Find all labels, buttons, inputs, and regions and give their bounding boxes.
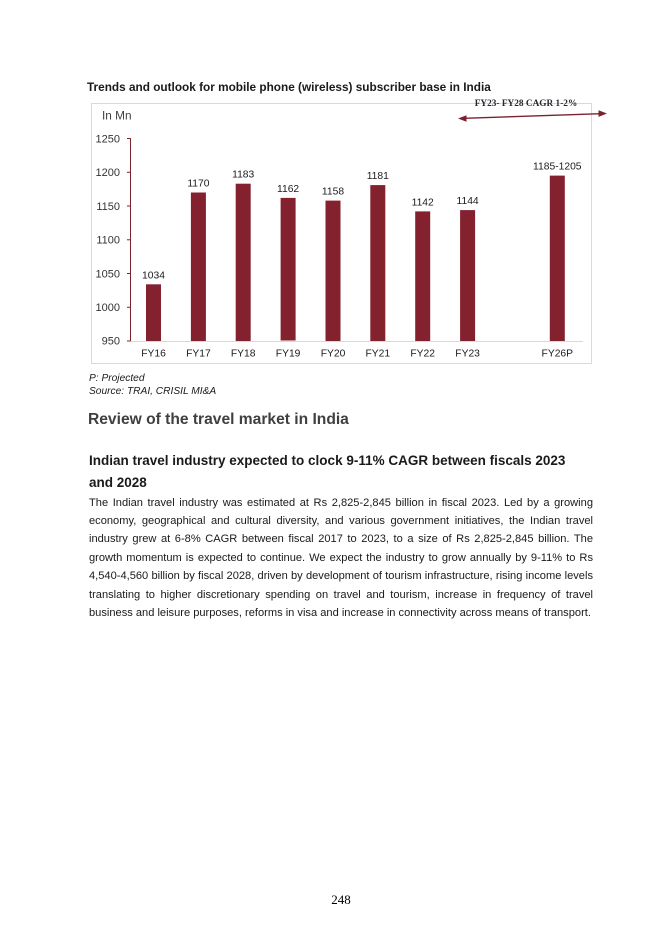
svg-text:1034: 1034 — [142, 270, 165, 281]
svg-text:FY26P: FY26P — [542, 349, 574, 360]
svg-text:FY21: FY21 — [365, 349, 390, 360]
svg-text:1142: 1142 — [412, 197, 434, 208]
svg-text:1185-1205: 1185-1205 — [533, 162, 582, 173]
svg-text:FY18: FY18 — [231, 349, 256, 360]
svg-text:1000: 1000 — [96, 302, 120, 314]
svg-text:1162: 1162 — [277, 184, 299, 195]
svg-text:FY22: FY22 — [410, 349, 435, 360]
svg-text:FY19: FY19 — [276, 349, 301, 360]
svg-text:FY23: FY23 — [455, 349, 480, 360]
svg-text:1100: 1100 — [96, 235, 120, 247]
svg-text:1158: 1158 — [322, 187, 344, 198]
svg-text:FY20: FY20 — [321, 349, 346, 360]
svg-text:950: 950 — [102, 336, 120, 348]
svg-text:1144: 1144 — [457, 196, 479, 207]
svg-text:FY23- FY28 CAGR 1-2%: FY23- FY28 CAGR 1-2% — [475, 99, 578, 109]
svg-text:1181: 1181 — [367, 171, 389, 182]
svg-text:1250: 1250 — [96, 133, 120, 145]
svg-text:FY16: FY16 — [141, 349, 166, 360]
svg-text:1183: 1183 — [232, 170, 254, 181]
svg-text:1170: 1170 — [187, 179, 209, 190]
svg-text:In Mn: In Mn — [102, 109, 132, 123]
svg-text:FY17: FY17 — [186, 349, 211, 360]
svg-text:1150: 1150 — [96, 201, 120, 213]
svg-text:1050: 1050 — [96, 268, 120, 280]
svg-text:1200: 1200 — [96, 167, 120, 179]
